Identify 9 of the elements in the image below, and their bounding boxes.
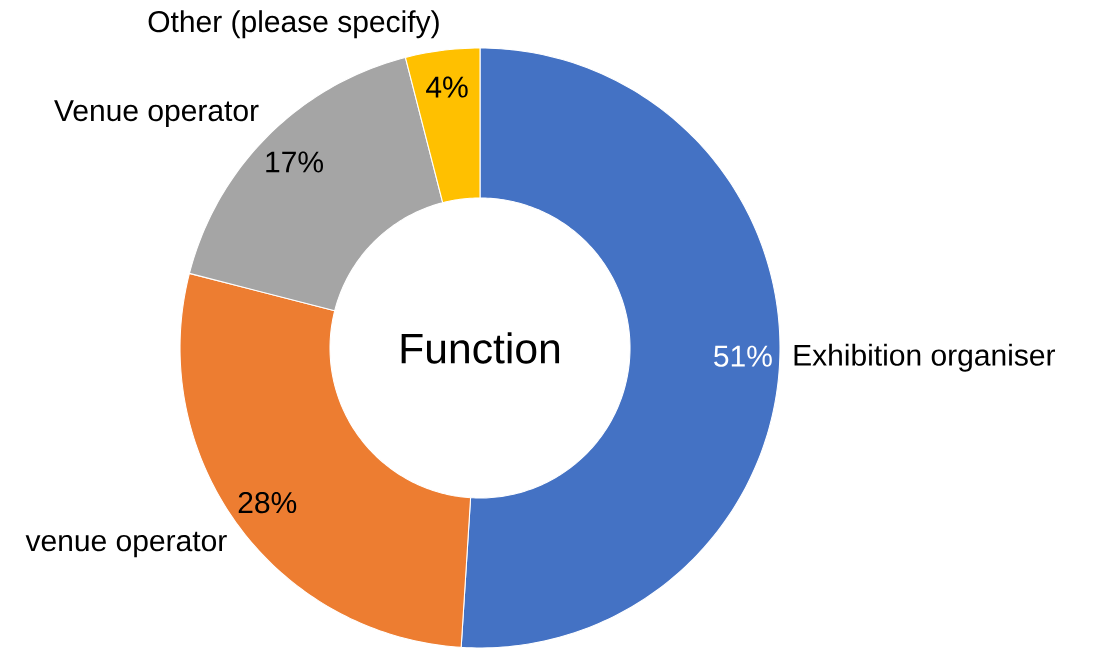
data-label: 17% — [266, 151, 323, 173]
data-label: 51% — [714, 345, 772, 367]
slice-label: Exhibition organiser — [794, 343, 1056, 372]
data-label: 4% — [426, 76, 468, 98]
slice-label: Venue operator — [54, 100, 259, 128]
data-label: 28% — [238, 491, 297, 514]
slice-label: Other (please specify) — [148, 10, 439, 39]
slice-label: venue operator — [25, 531, 227, 558]
text: Function — [401, 332, 560, 364]
